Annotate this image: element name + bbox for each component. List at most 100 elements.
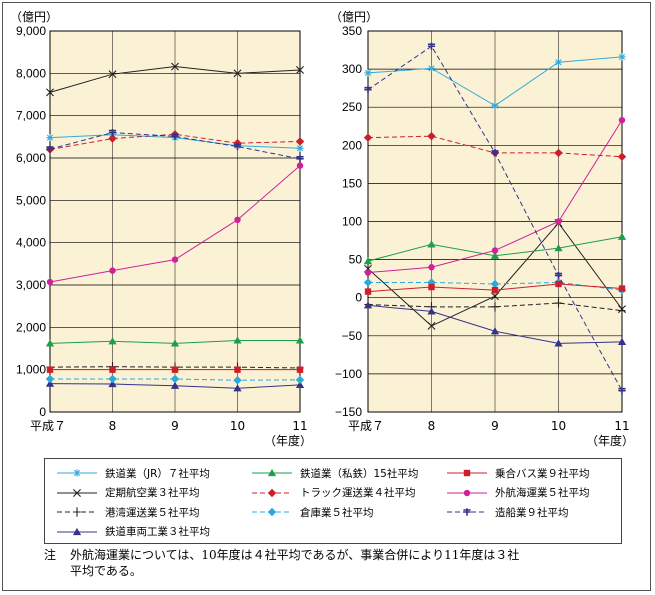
series-鉄道業-私鉄-15社平均 bbox=[363, 232, 627, 265]
data-point bbox=[554, 244, 563, 252]
data-point bbox=[364, 269, 372, 276]
x-tick-label: 8 bbox=[428, 419, 436, 433]
series-鉄道業-私鉄-15社平均 bbox=[45, 336, 305, 347]
data-point bbox=[427, 307, 436, 315]
x-tick-label: 平成７ bbox=[30, 419, 66, 433]
x-tick-label: 10 bbox=[230, 419, 245, 433]
data-point bbox=[46, 88, 54, 97]
data-point bbox=[46, 145, 54, 153]
data-point bbox=[491, 286, 499, 294]
y-tick-label: 7,000 bbox=[16, 109, 46, 123]
legend-marker bbox=[267, 468, 277, 477]
series-造船業９社平均 bbox=[46, 129, 304, 163]
y-tick-label: 100 bbox=[342, 215, 362, 229]
data-point bbox=[234, 216, 241, 224]
legend-label: 港湾運送業５社平均 bbox=[105, 506, 200, 519]
legend-swatch bbox=[57, 469, 97, 477]
legend-item-造船業９社平均: 造船業９社平均 bbox=[445, 502, 569, 522]
data-point bbox=[555, 218, 562, 225]
series-造船業９社平均 bbox=[364, 42, 626, 395]
legend-swatch bbox=[447, 489, 487, 496]
data-point bbox=[109, 366, 116, 373]
data-point bbox=[233, 336, 242, 344]
y-tick-label: 200 bbox=[342, 138, 362, 152]
data-point bbox=[617, 232, 627, 240]
series-line bbox=[367, 302, 623, 312]
data-point bbox=[108, 134, 117, 143]
data-point bbox=[618, 116, 626, 124]
data-point bbox=[427, 240, 436, 248]
legend-swatch bbox=[447, 469, 487, 477]
y-axis-unit: （億円） bbox=[10, 10, 58, 24]
data-point bbox=[295, 375, 305, 385]
data-point bbox=[555, 280, 562, 288]
footnote-line-1: 外航海運業については、10年度は４社平均であるが、事業合併により11年度は３社 bbox=[70, 548, 520, 562]
series-line bbox=[49, 366, 301, 369]
data-point bbox=[490, 327, 500, 335]
legend-item-鉄道車両工業３社平均: 鉄道車両工業３社平均 bbox=[55, 522, 210, 542]
legend-label: 造船業９社平均 bbox=[495, 506, 569, 519]
data-point bbox=[364, 69, 372, 77]
x-tick-label: 平成７ bbox=[348, 419, 384, 433]
y-tick-label: 0 bbox=[355, 291, 362, 305]
series-外航海運業５社平均 bbox=[46, 162, 304, 286]
legend-label: 外航海運業５社平均 bbox=[495, 487, 590, 499]
y-tick-label: 9,000 bbox=[16, 24, 46, 38]
legend-item-倉庫業５社平均: 倉庫業５社平均 bbox=[250, 502, 374, 522]
legend-marker bbox=[463, 489, 471, 496]
y-tick-label: 150 bbox=[342, 176, 362, 190]
legend-swatch bbox=[252, 507, 292, 517]
x-tick-label: 10 bbox=[551, 419, 566, 433]
y-tick-label: 6,000 bbox=[16, 151, 46, 165]
data-point bbox=[109, 267, 116, 274]
legend-marker bbox=[73, 488, 81, 497]
data-point bbox=[617, 152, 627, 161]
data-point bbox=[618, 387, 626, 395]
series-倉庫業５社平均 bbox=[45, 374, 305, 385]
data-point bbox=[171, 366, 179, 373]
legend-marker bbox=[73, 469, 81, 477]
legend-item-港湾運送業５社平均: 港湾運送業５社平均 bbox=[55, 502, 200, 522]
data-point bbox=[490, 279, 500, 289]
y-tick-label: 250 bbox=[342, 100, 362, 114]
y-tick-label: −100 bbox=[335, 367, 362, 381]
y-tick-label: 300 bbox=[342, 62, 362, 76]
y-axis-unit: （億円） bbox=[330, 10, 378, 24]
series-line bbox=[49, 132, 301, 160]
footnote-label: 注 bbox=[44, 548, 57, 562]
legend-swatch bbox=[252, 488, 292, 497]
legend-item-乗合バス業９社平均: 乗合バス業９社平均 bbox=[445, 463, 590, 483]
legend-swatch bbox=[447, 508, 487, 516]
data-point bbox=[491, 247, 499, 254]
x-axis-label: （年度） bbox=[586, 433, 634, 448]
x-tick-label: 11 bbox=[614, 419, 629, 433]
data-point bbox=[295, 336, 305, 344]
series-定期航空業３社平均 bbox=[46, 62, 304, 97]
series-line bbox=[368, 281, 623, 291]
footnote-line-2: 平均である。 bbox=[70, 564, 142, 578]
data-point bbox=[108, 374, 117, 384]
y-tick-label: 2,000 bbox=[16, 320, 46, 334]
data-point bbox=[427, 321, 436, 330]
data-point bbox=[490, 251, 500, 259]
chart-left: 0 1,000 2,000 3,000 4,000 5,000 6,000 7,000 8,00… bbox=[10, 10, 312, 448]
x-tick-label: 9 bbox=[171, 419, 179, 433]
legend-label: トラック運送業４社平均 bbox=[300, 487, 416, 499]
data-point bbox=[617, 337, 627, 345]
data-point bbox=[618, 285, 626, 292]
legend-marker bbox=[463, 469, 471, 477]
data-point bbox=[46, 278, 54, 286]
legend-swatch bbox=[57, 488, 97, 497]
data-point bbox=[295, 137, 305, 146]
data-point bbox=[427, 131, 436, 141]
data-point bbox=[363, 278, 373, 287]
data-point bbox=[171, 256, 179, 263]
y-tick-label: 0 bbox=[39, 405, 46, 419]
data-point bbox=[233, 69, 242, 78]
x-axis-label: （年度） bbox=[264, 433, 312, 448]
legend-marker bbox=[72, 527, 82, 535]
footnote: 注 外航海運業については、10年度は４社平均であるが、事業合併により11年度は３… bbox=[44, 547, 634, 579]
data-point bbox=[491, 149, 499, 157]
data-point bbox=[170, 339, 180, 347]
